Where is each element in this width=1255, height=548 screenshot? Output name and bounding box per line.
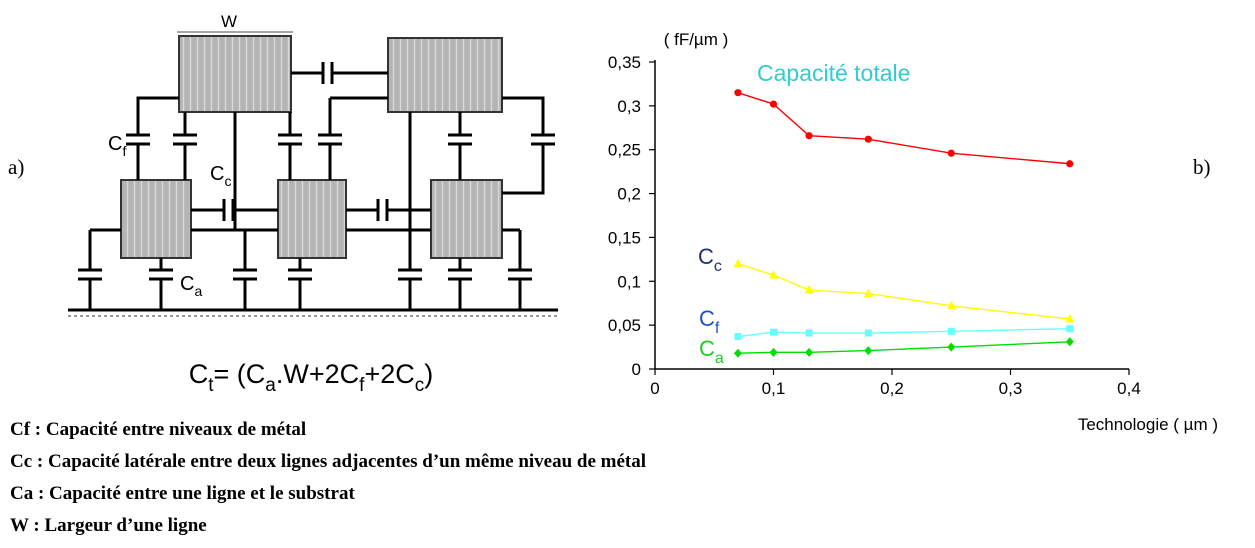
y-tick-label: 0,3	[617, 97, 641, 116]
data-point	[734, 89, 742, 97]
data-point	[805, 347, 814, 357]
y-tick-label: 0,05	[608, 316, 641, 335]
capacitance-schematic	[68, 31, 558, 317]
data-point	[1066, 325, 1074, 333]
series-0: Capacité totale	[734, 60, 1074, 168]
y-tick-label: 0,15	[608, 228, 641, 247]
x-tick-label: 0	[650, 379, 659, 398]
data-point	[804, 285, 814, 294]
x-axis-title: Technologie ( µm )	[1078, 415, 1218, 434]
series-label: Ca​	[699, 336, 724, 367]
metal-line-bottom-2	[277, 179, 347, 259]
capacitance-chart: 0 0,05 0,1 0,15 0,2 0,25 0,3 0,35 0 0,1 0,2 0,3 0,4 (…	[608, 30, 1218, 434]
metal-line-bottom-3	[430, 179, 503, 259]
data-point	[1065, 337, 1074, 347]
metal-line-top-right	[387, 37, 503, 113]
series-label: Cf​	[699, 306, 720, 337]
series-label: Capacité totale	[757, 60, 910, 86]
data-point	[864, 135, 872, 143]
ca-label: Ca​	[180, 273, 202, 299]
data-point	[770, 328, 777, 336]
formula: Ct​= (Ca​.W+2Cf​+2Cc​)	[189, 359, 433, 396]
data-point	[805, 329, 813, 337]
metal-line-top-left	[178, 35, 292, 113]
x-tick-label: 0,2	[880, 379, 904, 398]
data-point	[947, 342, 956, 352]
series-2: Cf​	[699, 306, 1074, 341]
definition-w: W : Largeur d’une ligne	[10, 515, 207, 536]
x-tick-label: 0,3	[999, 379, 1023, 398]
y-tick-label: 0,1	[617, 272, 641, 291]
x-tick-label: 0,1	[762, 379, 786, 398]
cf-label: Cf​	[108, 133, 126, 159]
data-point	[1066, 160, 1074, 168]
definition-cf: Cf : Capacité entre niveaux de métal	[10, 419, 307, 440]
part-a-marker: a)	[8, 155, 24, 179]
y-tick-label: 0,25	[608, 141, 641, 160]
definition-ca: Ca : Capacité entre une ligne et le subs…	[10, 483, 355, 504]
y-tick-label: 0	[632, 360, 641, 379]
series-3: Ca​	[699, 336, 1074, 367]
data-point	[863, 288, 873, 298]
x-tick-label: 0,4	[1117, 379, 1141, 398]
data-point	[946, 300, 956, 310]
width-label: W	[221, 12, 237, 31]
cc-label: Cc​	[210, 163, 231, 189]
data-point	[769, 270, 778, 279]
metal-line-bottom-1	[120, 179, 192, 259]
y-tick-label: 0,35	[608, 53, 641, 72]
data-point	[733, 258, 743, 268]
series-1: Cc​	[698, 244, 1075, 323]
data-point	[1065, 314, 1075, 323]
data-point	[947, 327, 955, 335]
definitions-list: Cf : Capacité entre niveaux de métal Cc …	[10, 414, 646, 542]
series-line	[737, 92, 1070, 165]
data-point	[769, 100, 778, 108]
y-axis-title: ( fF/µm )	[664, 30, 729, 49]
substrate-capacitors	[78, 230, 532, 310]
data-point	[769, 347, 778, 357]
definition-cc: Cc : Capacité latérale entre deux lignes…	[10, 451, 647, 472]
data-point	[733, 348, 742, 358]
data-point	[947, 149, 955, 157]
series-line	[737, 327, 1070, 338]
data-point	[864, 329, 872, 337]
part-b-marker: b)	[1193, 155, 1211, 179]
series-line	[737, 341, 1070, 354]
series-line	[737, 263, 1070, 320]
series-label: Cc​	[698, 244, 722, 275]
data-point	[805, 132, 813, 140]
data-point	[864, 346, 873, 356]
data-point	[734, 333, 742, 341]
y-tick-label: 0,2	[617, 185, 641, 204]
